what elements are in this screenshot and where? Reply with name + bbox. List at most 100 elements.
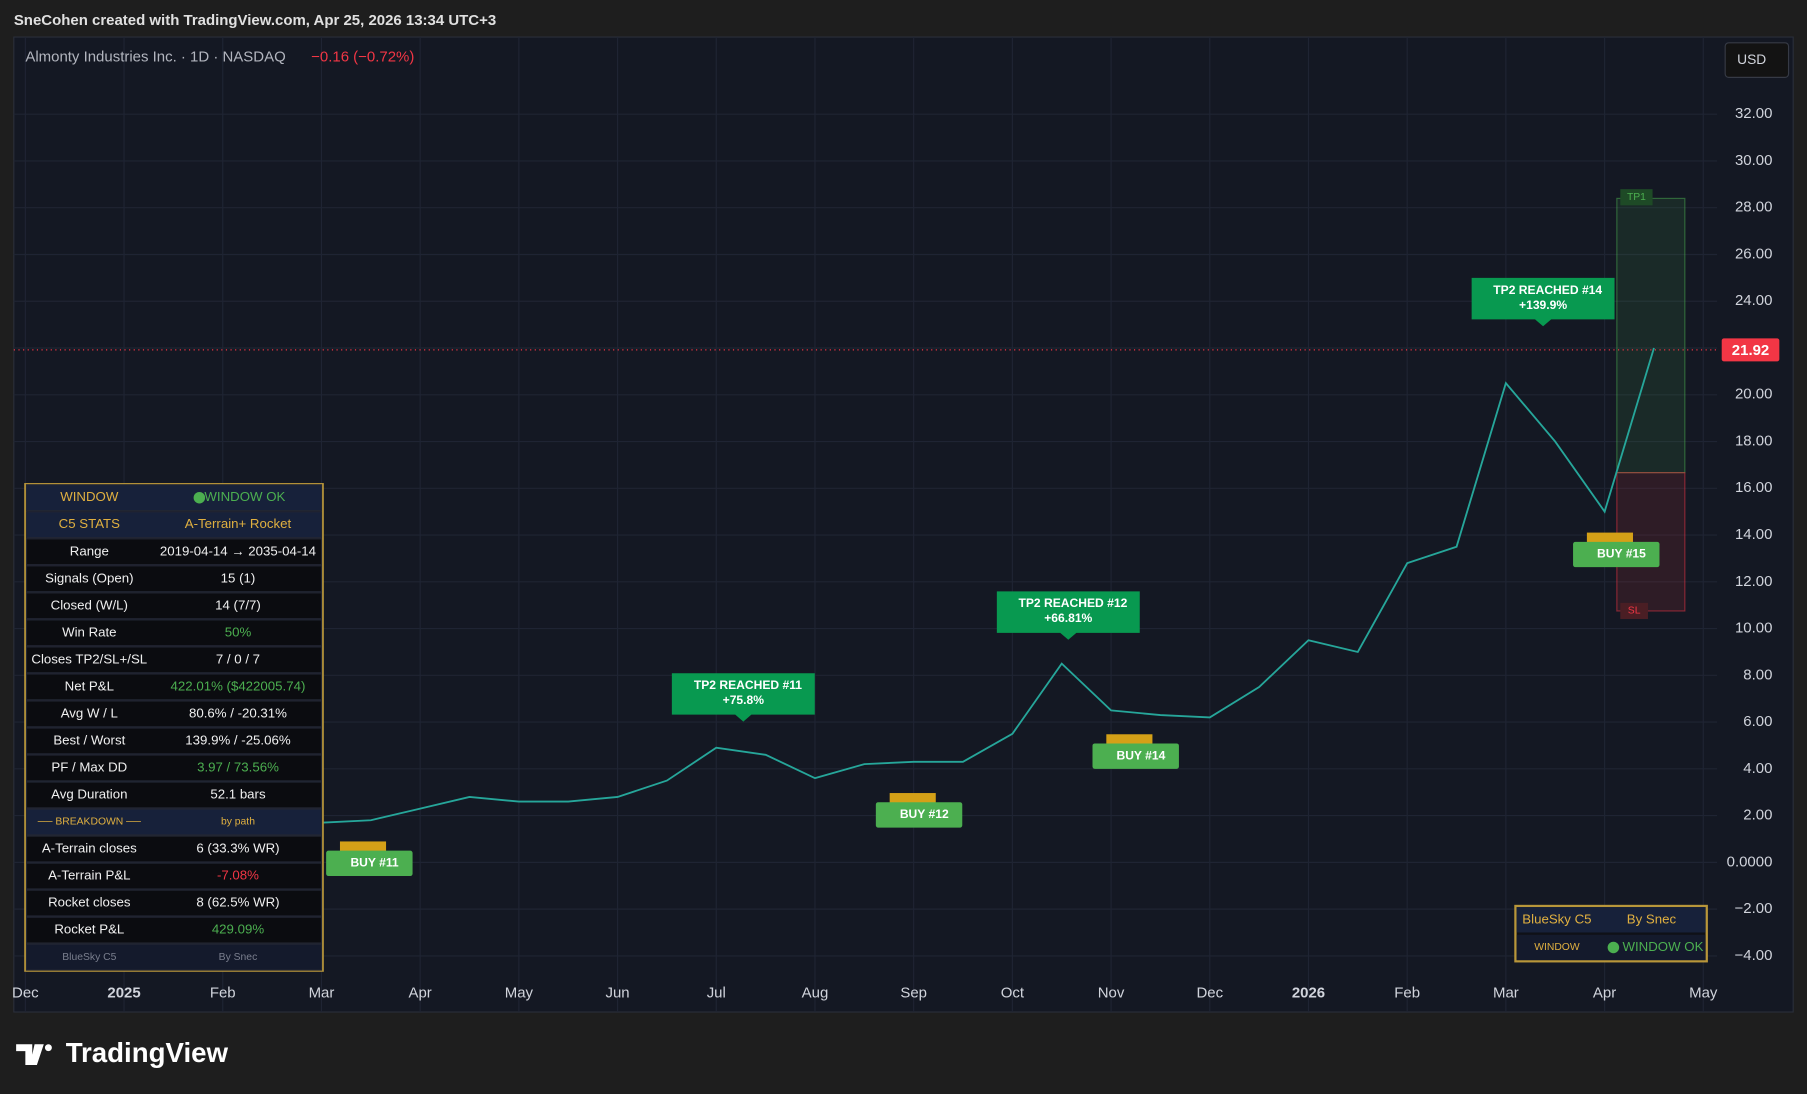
- tp-gain: +66.81%: [1044, 611, 1092, 625]
- mini-value: By Snec: [1627, 911, 1677, 926]
- status-dot: [1607, 941, 1620, 954]
- buy-label: BUY #15: [1597, 547, 1646, 561]
- currency[interactable]: USD: [1737, 51, 1766, 67]
- mini-table: BlueSky C5 By Snec WINDOW WINDOW OK: [1514, 904, 1708, 963]
- currency-box[interactable]: [1724, 42, 1790, 78]
- table-row: [25, 727, 323, 755]
- table-label: BlueSky C5: [62, 952, 116, 963]
- logo-text: TradingView: [66, 1037, 229, 1068]
- table-value: 15 (1): [221, 570, 256, 585]
- y-tick-label: 24.00: [1735, 292, 1772, 309]
- table-row: [25, 943, 323, 971]
- buy-flag: [889, 793, 936, 804]
- sl-label: SL: [1628, 606, 1641, 617]
- x-tick-label: Aug: [802, 985, 829, 1002]
- annotations: BUY #11 BUY #12 BUY #14 BUY #15 TP2 REACHED …: [326, 277, 1660, 877]
- table-value: 6 (33.3% WR): [196, 841, 279, 856]
- table-row: [25, 781, 323, 809]
- buy-box: [1573, 541, 1660, 568]
- y-tick-label: −4.00: [1735, 947, 1773, 964]
- tp-box: [671, 673, 815, 722]
- table-value: 8 (62.5% WR): [196, 895, 279, 910]
- buy-label: BUY #12: [900, 807, 949, 821]
- y-tick-label: 12.00: [1735, 573, 1772, 590]
- x-tick-label: Feb: [1394, 985, 1420, 1002]
- sl-tag: [1620, 602, 1648, 620]
- y-tick-label: 10.00: [1735, 620, 1772, 637]
- table-label: Signals (Open): [45, 570, 133, 585]
- table-row: [25, 754, 323, 782]
- buy-flag: [1586, 532, 1633, 543]
- y-tick-label: 0.0000: [1727, 853, 1773, 870]
- table-value: 2019-04-14 → 2035-04-14: [160, 543, 316, 558]
- mini-row: [1516, 907, 1706, 933]
- y-tick-label: 4.00: [1743, 760, 1772, 777]
- y-tick-label: 16.00: [1735, 479, 1772, 496]
- tp-gain: +75.8%: [723, 693, 765, 707]
- table-label: Closed (W/L): [51, 597, 128, 612]
- last-price-label: 21.92: [1732, 342, 1769, 359]
- table-row: [25, 511, 323, 539]
- y-tick-label: 26.00: [1735, 245, 1772, 262]
- tp-zone: [1616, 197, 1686, 474]
- table-value: 139.9% / -25.06%: [185, 732, 291, 747]
- x-tick-label: Jul: [707, 985, 726, 1002]
- x-tick-label: Jun: [605, 985, 629, 1002]
- tp-gain: +139.9%: [1519, 298, 1567, 312]
- x-tick-label: Feb: [210, 985, 236, 1002]
- y-tick-label: 32.00: [1735, 105, 1772, 122]
- table-value: A-Terrain+ Rocket: [185, 516, 292, 531]
- table-label: WINDOW: [60, 489, 119, 504]
- mini-value: WINDOW OK: [1622, 939, 1703, 954]
- x-tick-label: 2026: [1292, 985, 1325, 1002]
- x-tick-label: May: [1689, 985, 1718, 1002]
- credit: SneCohen created with TradingView.com, A…: [14, 12, 496, 29]
- table-value: By Snec: [219, 952, 258, 963]
- table-value: 52.1 bars: [210, 786, 266, 801]
- tp-title: TP2 REACHED #14: [1493, 283, 1602, 297]
- table-label: A-Terrain P&L: [48, 868, 130, 883]
- y-tick-label: −2.00: [1735, 900, 1773, 917]
- x-tick-label: Oct: [1001, 985, 1025, 1002]
- table-row: [25, 484, 323, 512]
- x-tick-label: 2025: [107, 985, 140, 1002]
- table-row: [25, 538, 323, 566]
- table-value: 14 (7/7): [215, 597, 261, 612]
- x-tick-label: Sep: [900, 985, 927, 1002]
- tp1-label: TP1: [1627, 192, 1646, 203]
- y-tick-label: 28.00: [1735, 199, 1772, 216]
- x-tick-label: May: [505, 985, 534, 1002]
- table-label: PF / Max DD: [51, 759, 127, 774]
- last-price-box: [1721, 338, 1780, 362]
- mini-label: BlueSky C5: [1522, 911, 1591, 926]
- table-value: 80.6% / -20.31%: [189, 705, 287, 720]
- table-row: [25, 592, 323, 620]
- status-dot: [193, 491, 206, 504]
- table-label: Avg Duration: [51, 786, 127, 801]
- tp-box: [1471, 277, 1615, 327]
- tp1-tag: [1620, 189, 1653, 206]
- table-value: 7 / 0 / 7: [216, 651, 260, 666]
- table-label: Range: [70, 543, 109, 558]
- change: −0.16 (−0.72%): [311, 49, 414, 66]
- table-label: C5 STATS: [59, 516, 121, 531]
- table-row: [25, 835, 323, 863]
- x-tick-label: Nov: [1098, 985, 1125, 1002]
- table-label: ── BREAKDOWN ──: [37, 817, 142, 828]
- buy-box: [1092, 743, 1179, 769]
- table-row: [25, 808, 323, 836]
- tp-box: [996, 591, 1140, 640]
- buy-box: [326, 850, 413, 877]
- table-value: 50%: [225, 624, 252, 639]
- table-row: [25, 916, 323, 944]
- table-row: [25, 565, 323, 593]
- logo-dot: [44, 1044, 52, 1052]
- y-tick-label: 18.00: [1735, 432, 1772, 449]
- stats-table: WINDOW WINDOW OK C5 STATS A-Terrain+ Rocket…: [24, 483, 324, 972]
- logo-icon: [16, 1044, 54, 1066]
- table-label: Closes TP2/SL+/SL: [31, 651, 147, 666]
- y-tick-label: 20.00: [1735, 386, 1772, 403]
- table-value: 422.01% ($422005.74): [171, 678, 306, 693]
- tp-title: TP2 REACHED #11: [694, 678, 802, 692]
